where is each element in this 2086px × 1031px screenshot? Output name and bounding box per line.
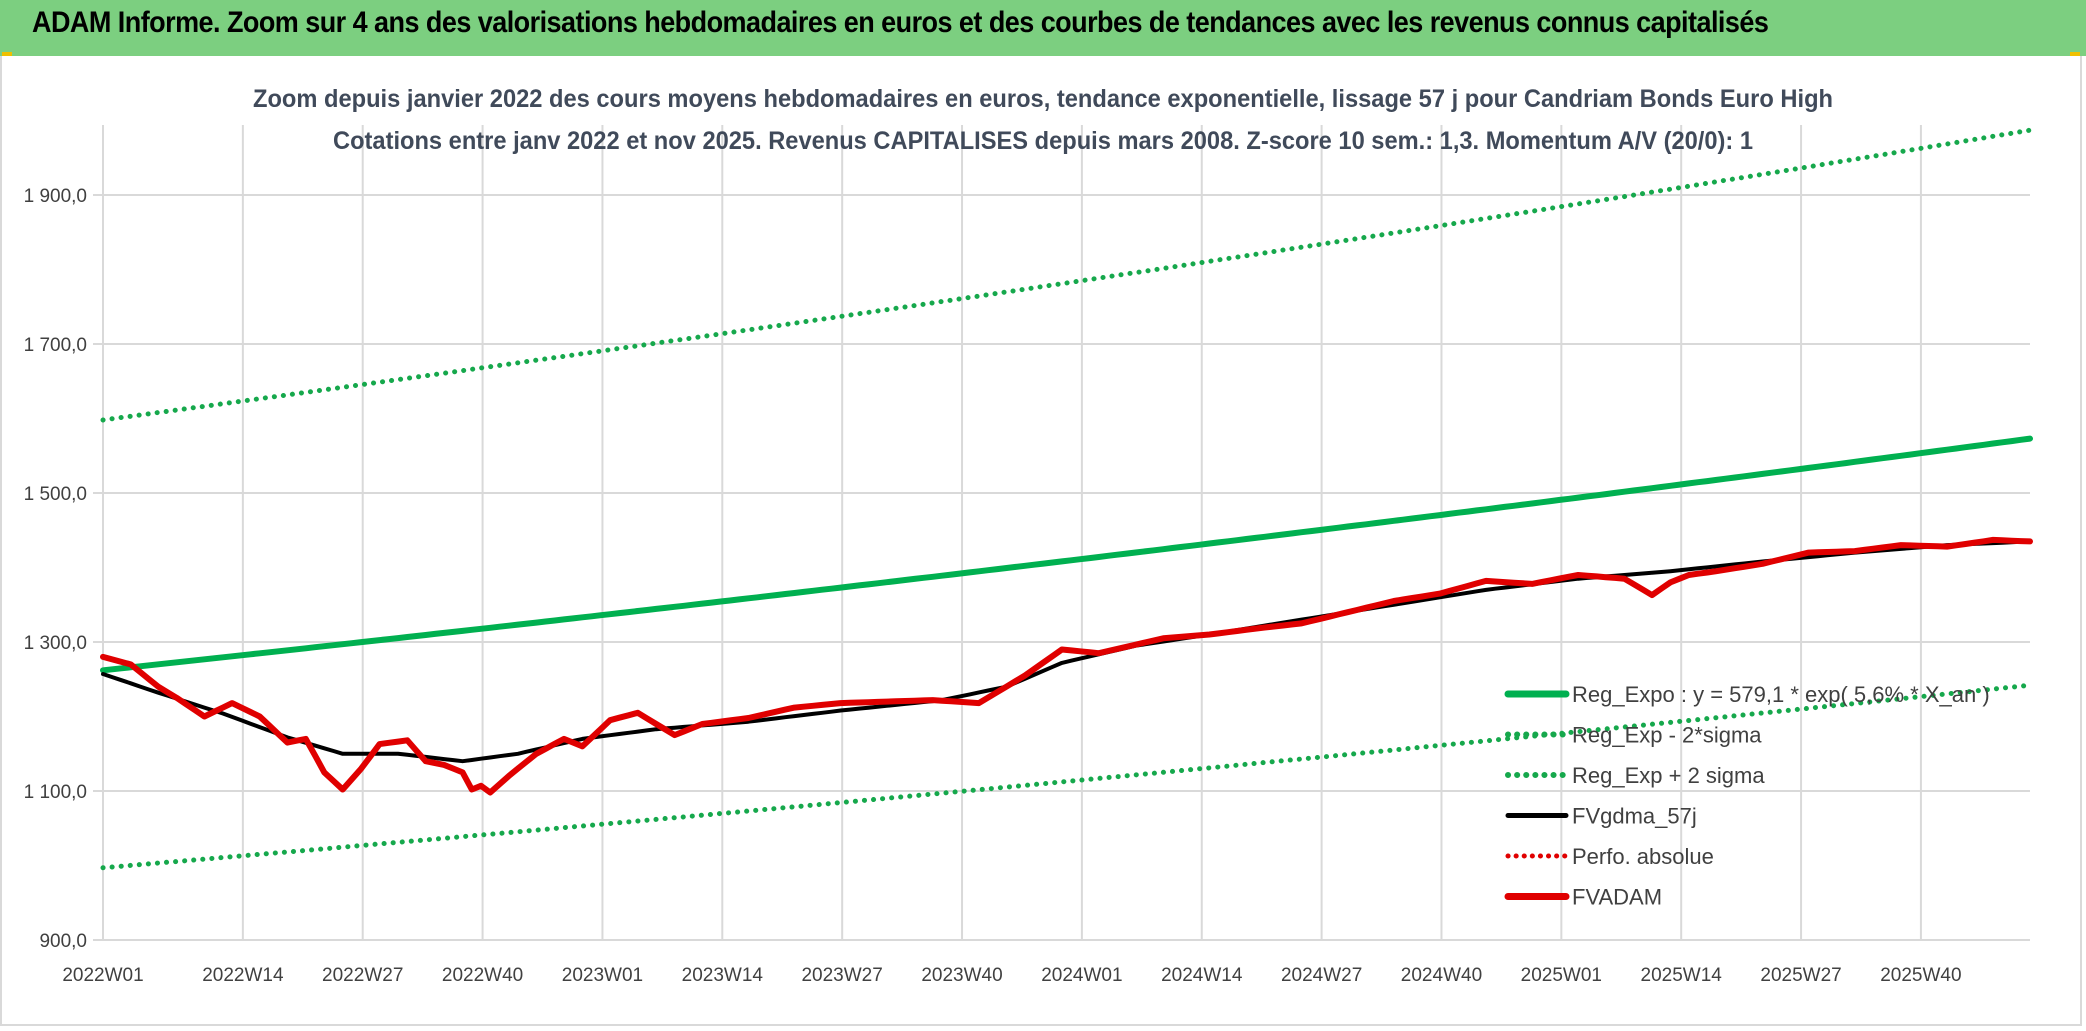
x-tick-label: 2022W01 bbox=[62, 965, 143, 986]
y-tick-label: 1 900,0 bbox=[24, 186, 87, 207]
x-tick-label: 2023W01 bbox=[562, 965, 643, 986]
grid bbox=[93, 125, 2030, 941]
legend-label: Reg_Expo : y = 579,1 * exp( 5,6% * X_an … bbox=[1572, 682, 1990, 707]
x-tick-label: 2024W14 bbox=[1161, 965, 1243, 986]
series-layer bbox=[100, 127, 2033, 871]
y-tick-label: 900,0 bbox=[39, 931, 87, 952]
x-tick-label: 2024W01 bbox=[1041, 965, 1122, 986]
chart-area bbox=[0, 56, 2082, 1026]
y-tick-label: 1 100,0 bbox=[24, 782, 87, 803]
x-tick-label: 2022W27 bbox=[322, 965, 403, 986]
x-tick-label: 2023W14 bbox=[682, 965, 764, 986]
y-tick-label: 1 500,0 bbox=[24, 484, 87, 505]
legend-label: FVADAM bbox=[1572, 885, 1662, 910]
series-dotted-green-line bbox=[100, 127, 2033, 423]
legend-label: Perfo. absolue bbox=[1572, 844, 1714, 869]
x-tick-label: 2025W14 bbox=[1641, 965, 1723, 986]
chart-title-line2: Cotations entre janv 2022 et nov 2025. R… bbox=[333, 127, 1753, 155]
x-tick-label: 2023W27 bbox=[801, 965, 882, 986]
legend-label: Reg_Exp + 2 sigma bbox=[1572, 763, 1765, 788]
legend-label: Reg_Exp - 2*sigma bbox=[1572, 723, 1762, 748]
report-title: ADAM Informe. Zoom sur 4 ans des valoris… bbox=[32, 6, 1769, 39]
series-solid-green-line bbox=[100, 435, 2033, 674]
y-tick-label: 1 700,0 bbox=[24, 335, 87, 356]
legend-label: FVgdma_57j bbox=[1572, 804, 1697, 829]
x-tick-label: 2022W14 bbox=[202, 965, 284, 986]
x-tick-label: 2025W27 bbox=[1760, 965, 1841, 986]
x-tick-label: 2022W40 bbox=[442, 965, 523, 986]
x-tick-label: 2024W40 bbox=[1401, 965, 1482, 986]
chart-title-line1: Zoom depuis janvier 2022 des cours moyen… bbox=[253, 85, 1833, 113]
x-tick-label: 2025W01 bbox=[1521, 965, 1602, 986]
series-solid-red-line bbox=[100, 536, 2033, 796]
x-tick-label: 2023W40 bbox=[921, 965, 1002, 986]
header-banner: ADAM Informe. Zoom sur 4 ans des valoris… bbox=[0, 0, 2086, 56]
series-dotted-green-line bbox=[100, 682, 2033, 871]
y-tick-label: 1 300,0 bbox=[24, 633, 87, 654]
legend: Reg_Expo : y = 579,1 * exp( 5,6% * X_an … bbox=[1504, 682, 1990, 910]
corner-accent bbox=[2070, 52, 2080, 56]
axes: 900,0 1 100,0 1 300,0 1 500,0 1 700,0 1 900,0… bbox=[24, 186, 1962, 986]
x-tick-label: 2025W40 bbox=[1880, 965, 1961, 986]
corner-accent bbox=[2, 52, 12, 56]
x-tick-label: 2024W27 bbox=[1281, 965, 1362, 986]
